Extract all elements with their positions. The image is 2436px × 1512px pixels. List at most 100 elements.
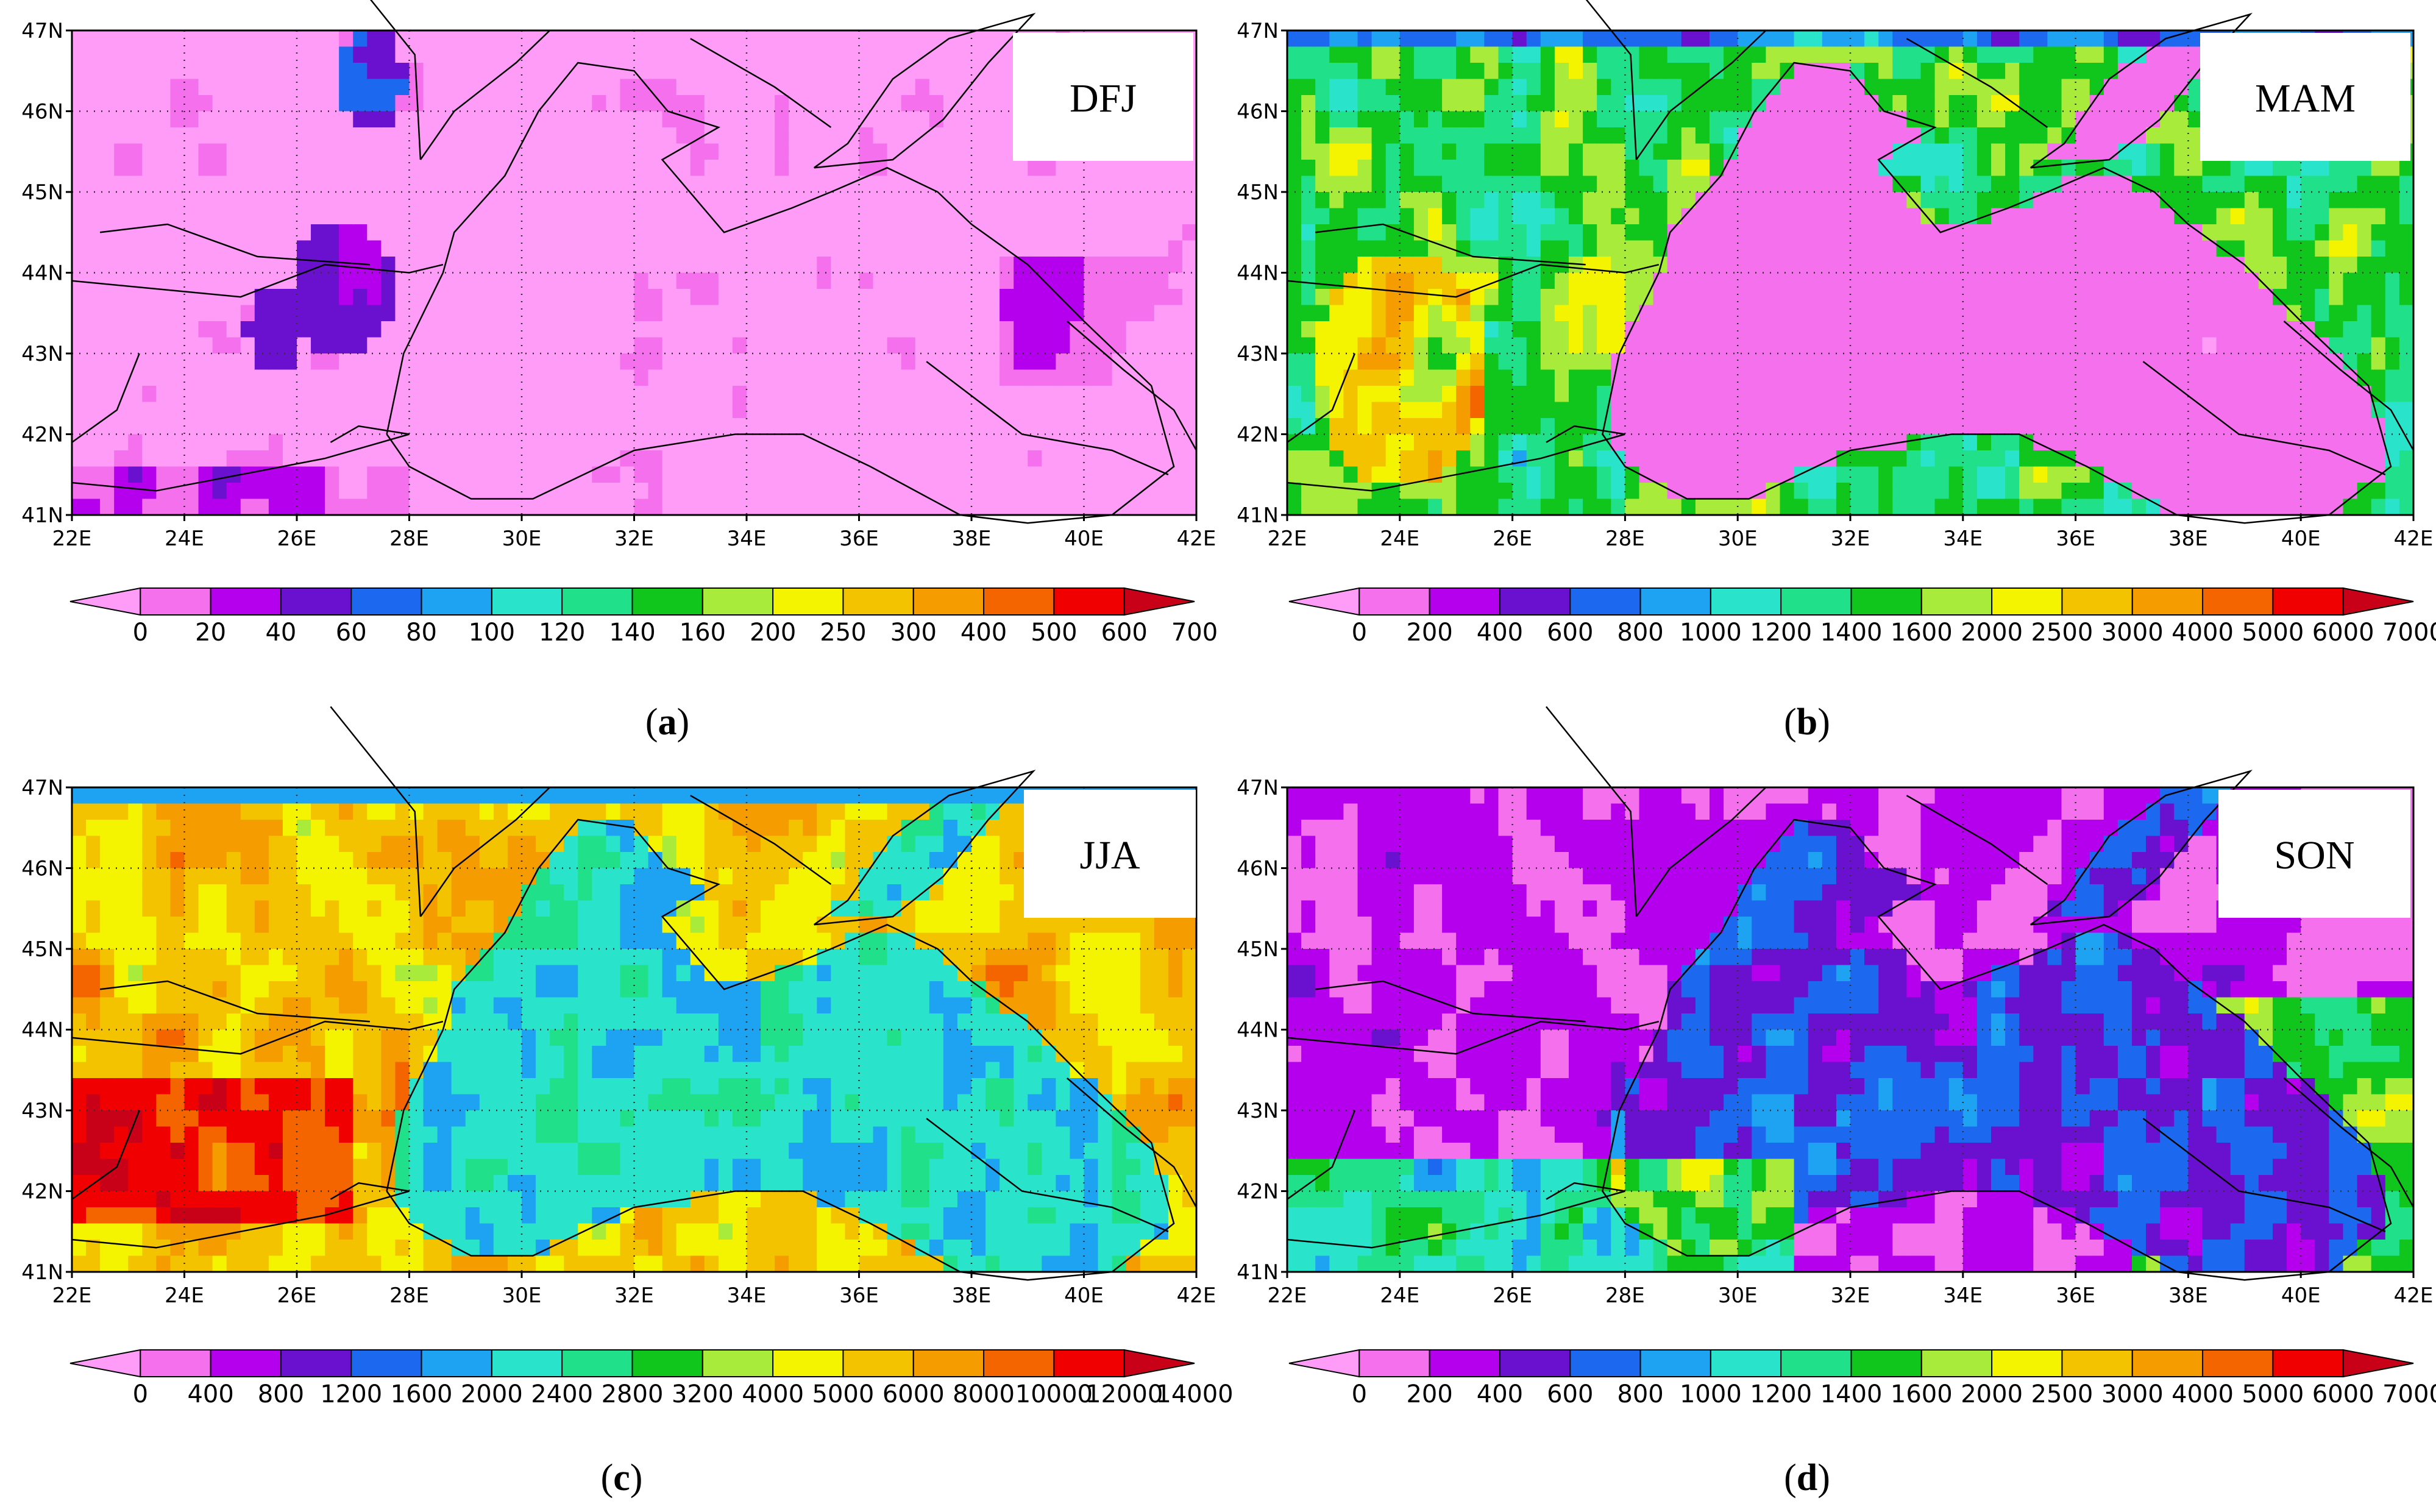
field-cell <box>732 466 747 483</box>
field-cell <box>1611 79 1626 96</box>
field-cell <box>957 321 972 338</box>
field-cell <box>1780 224 1795 241</box>
field-cell <box>1385 353 1401 371</box>
field-cell <box>1653 321 1668 338</box>
field-cell <box>2132 418 2147 435</box>
field-cell <box>1934 143 1950 160</box>
field-cell <box>564 240 579 257</box>
field-cell <box>2103 369 2118 386</box>
field-cell <box>859 272 874 289</box>
field-cell <box>311 499 325 516</box>
field-cell <box>1962 240 1978 257</box>
colorbar-segment <box>1920 587 1993 616</box>
field-cell <box>732 143 747 160</box>
field-cell <box>198 111 213 128</box>
field-cell <box>1056 208 1071 225</box>
colorbar-label: 500 <box>1031 619 1077 647</box>
field-cell <box>1695 224 1710 241</box>
field-cell <box>2061 30 2076 48</box>
field-cell <box>648 127 663 144</box>
lon-label: 32E <box>614 527 654 551</box>
field-cell <box>1948 240 1964 257</box>
field-cell <box>2132 369 2147 386</box>
field-cell <box>775 127 789 144</box>
field-cell <box>507 321 522 338</box>
field-cell <box>1456 353 1471 371</box>
field-cell <box>2188 127 2203 144</box>
field-cell <box>2188 95 2203 112</box>
field-cell <box>395 63 410 80</box>
field-cell <box>2005 418 2020 435</box>
field-cell <box>311 402 325 419</box>
field-cell <box>1526 46 1541 63</box>
field-cell <box>2273 402 2287 419</box>
field-cell <box>367 402 382 419</box>
field-cell <box>522 224 536 241</box>
field-cell <box>1991 305 2006 322</box>
field-cell <box>648 176 663 193</box>
field-cell <box>1357 353 1372 371</box>
field-cell <box>493 450 508 467</box>
field-cell <box>2202 369 2217 386</box>
field-cell <box>1794 208 1809 225</box>
field-cell <box>395 240 410 257</box>
field-cell <box>2188 272 2203 289</box>
field-cell <box>1540 46 1555 63</box>
field-cell <box>2371 305 2386 322</box>
colorbar-segment <box>140 587 211 616</box>
field-cell <box>1512 499 1527 516</box>
field-cell <box>437 176 452 193</box>
field-cell <box>1385 418 1401 435</box>
field-cell <box>1484 192 1499 209</box>
field-cell <box>339 466 354 483</box>
field-cell <box>1738 369 1753 386</box>
field-cell <box>2357 224 2372 241</box>
field-cell <box>2385 224 2400 241</box>
colorbar-label: 1200 <box>1750 619 1812 647</box>
field-cell <box>1667 143 1682 160</box>
field-cell <box>761 30 775 48</box>
field-cell <box>1976 79 1992 96</box>
field-cell <box>2019 143 2034 160</box>
field-cell <box>1934 240 1950 257</box>
field-cell <box>1470 192 1485 209</box>
field-cell <box>1042 402 1057 419</box>
field-cell <box>1329 353 1344 371</box>
field-cell <box>831 208 846 225</box>
field-cell <box>1000 208 1014 225</box>
field-cell <box>2329 466 2344 483</box>
field-cell <box>2075 289 2090 306</box>
field-cell <box>1287 224 1302 241</box>
field-cell <box>353 321 368 338</box>
field-cell <box>845 418 860 435</box>
colorbar-segment <box>561 587 633 616</box>
field-cell <box>662 434 677 451</box>
field-cell <box>1695 289 1710 306</box>
field-cell <box>704 79 719 96</box>
field-cell <box>2399 305 2414 322</box>
colorbar-segment <box>1850 587 1922 616</box>
field-cell <box>72 450 87 467</box>
field-cell <box>1667 272 1682 289</box>
field-cell <box>2132 224 2147 241</box>
field-cell <box>662 46 677 63</box>
field-cell <box>2357 402 2372 419</box>
field-cell <box>2188 418 2203 435</box>
field-cell <box>2132 353 2147 371</box>
field-cell <box>1976 257 1992 274</box>
field-cell <box>1991 240 2006 257</box>
field-cell <box>1976 176 1992 193</box>
field-cell <box>1934 353 1950 371</box>
field-cell <box>943 160 958 177</box>
coastline <box>1602 62 2392 524</box>
field-cell <box>1780 499 1795 516</box>
field-cell <box>2343 272 2358 289</box>
field-cell <box>72 208 87 225</box>
field-cell <box>142 240 157 257</box>
field-cell <box>1653 46 1668 63</box>
field-cell <box>226 79 241 96</box>
field-cell <box>747 224 761 241</box>
field-cell <box>1597 192 1612 209</box>
field-cell <box>297 305 311 322</box>
field-cell <box>1850 111 1865 128</box>
